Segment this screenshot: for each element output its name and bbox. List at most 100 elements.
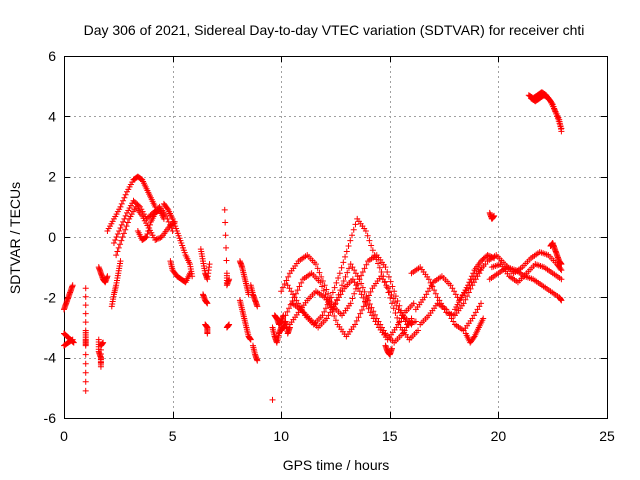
chart-title: Day 306 of 2021, Sidereal Day-to-day VTE… <box>84 22 585 38</box>
data-point-marker <box>415 327 422 334</box>
series-t0a <box>61 282 76 313</box>
data-point-marker <box>156 235 163 242</box>
data-point-marker <box>367 288 374 295</box>
data-point-marker <box>335 294 342 301</box>
data-point-marker <box>349 276 356 283</box>
data-point-marker <box>403 324 410 331</box>
data-point-marker <box>288 288 295 295</box>
data-point-marker <box>122 212 129 219</box>
data-point-marker <box>323 286 330 293</box>
data-point-marker <box>340 278 347 285</box>
data-point-marker <box>471 312 478 319</box>
data-point-marker <box>365 292 372 299</box>
series-t35 <box>486 264 565 304</box>
data-point-marker <box>452 291 459 298</box>
data-point-marker <box>82 342 89 349</box>
series-t10 <box>200 291 211 307</box>
data-point-marker <box>116 227 123 234</box>
data-point-marker <box>329 306 336 313</box>
x-tick-label: 5 <box>169 428 177 444</box>
data-point-marker <box>394 314 401 321</box>
y-tick-label: 4 <box>48 108 56 124</box>
data-point-marker <box>204 300 211 307</box>
data-point-marker <box>115 244 122 251</box>
data-point-marker <box>360 303 367 310</box>
data-point-marker <box>558 297 565 304</box>
data-point-marker <box>398 315 405 322</box>
series-t1b <box>95 336 107 370</box>
data-point-marker <box>466 279 473 286</box>
data-point-marker <box>387 294 394 301</box>
series-t37 <box>547 240 565 268</box>
data-point-marker <box>298 279 305 286</box>
data-point-marker <box>321 308 328 315</box>
data-point-marker <box>222 232 229 239</box>
data-point-marker <box>322 305 329 312</box>
data-point-marker <box>117 258 124 265</box>
data-point-marker <box>114 248 121 255</box>
data-point-marker <box>82 302 89 309</box>
data-point-marker <box>393 302 400 309</box>
data-point-marker <box>369 247 376 254</box>
data-point-marker <box>399 330 406 337</box>
data-point-marker <box>82 360 89 367</box>
data-point-marker <box>345 243 352 250</box>
data-point-marker <box>400 312 407 319</box>
data-point-marker <box>221 206 228 213</box>
data-point-marker <box>470 270 477 277</box>
data-point-marker <box>431 287 438 294</box>
data-point-marker <box>446 312 453 319</box>
data-point-marker <box>364 232 371 239</box>
y-tick-label: -4 <box>44 350 57 366</box>
series-t2a <box>95 264 111 286</box>
series-t14 <box>236 258 252 298</box>
data-point-marker <box>393 324 400 331</box>
y-tick-label: -2 <box>44 289 57 305</box>
series-t3 <box>104 173 159 234</box>
data-point-marker <box>448 315 455 322</box>
data-point-marker <box>474 306 481 313</box>
data-point-marker <box>558 267 565 274</box>
data-point-marker <box>370 315 377 322</box>
data-point-marker <box>449 285 456 292</box>
data-point-marker <box>370 308 377 315</box>
data-point-marker <box>118 221 125 228</box>
data-point-marker <box>316 269 323 276</box>
series-t26 <box>289 276 417 343</box>
data-point-marker <box>153 236 160 243</box>
y-tick-label: 6 <box>48 48 56 64</box>
data-point-marker <box>353 282 360 289</box>
data-point-marker <box>293 297 300 304</box>
data-point-marker <box>100 339 107 346</box>
data-point-marker <box>382 264 389 271</box>
data-point-marker <box>462 296 469 303</box>
data-point-marker <box>480 315 487 322</box>
y-axis-tick-labels: -6 -4 -2 0 2 4 6 <box>44 48 57 426</box>
data-point-marker <box>362 298 369 305</box>
data-point-marker <box>358 291 365 298</box>
data-point-marker <box>408 315 415 322</box>
data-point-marker <box>388 300 395 307</box>
data-point-marker <box>142 234 149 241</box>
data-point-marker <box>327 309 334 316</box>
data-point-marker <box>331 284 338 291</box>
data-point-marker <box>434 294 441 301</box>
data-point-marker <box>372 318 379 325</box>
data-point-marker <box>226 276 233 283</box>
data-point-marker <box>206 261 213 268</box>
series-t19 <box>269 324 285 346</box>
series-t7 <box>160 200 196 280</box>
data-point-marker <box>117 203 124 210</box>
data-point-marker <box>395 321 402 328</box>
data-point-marker <box>478 300 485 307</box>
data-point-marker <box>357 310 364 317</box>
data-point-marker <box>396 318 403 325</box>
y-tick-label: -6 <box>44 410 57 426</box>
data-point-marker <box>363 302 370 309</box>
data-point-marker <box>464 282 471 289</box>
data-point-marker <box>365 305 372 312</box>
data-point-marker <box>286 305 293 312</box>
data-point-marker <box>376 264 383 271</box>
data-point-marker <box>388 291 395 298</box>
data-point-marker <box>279 284 286 291</box>
